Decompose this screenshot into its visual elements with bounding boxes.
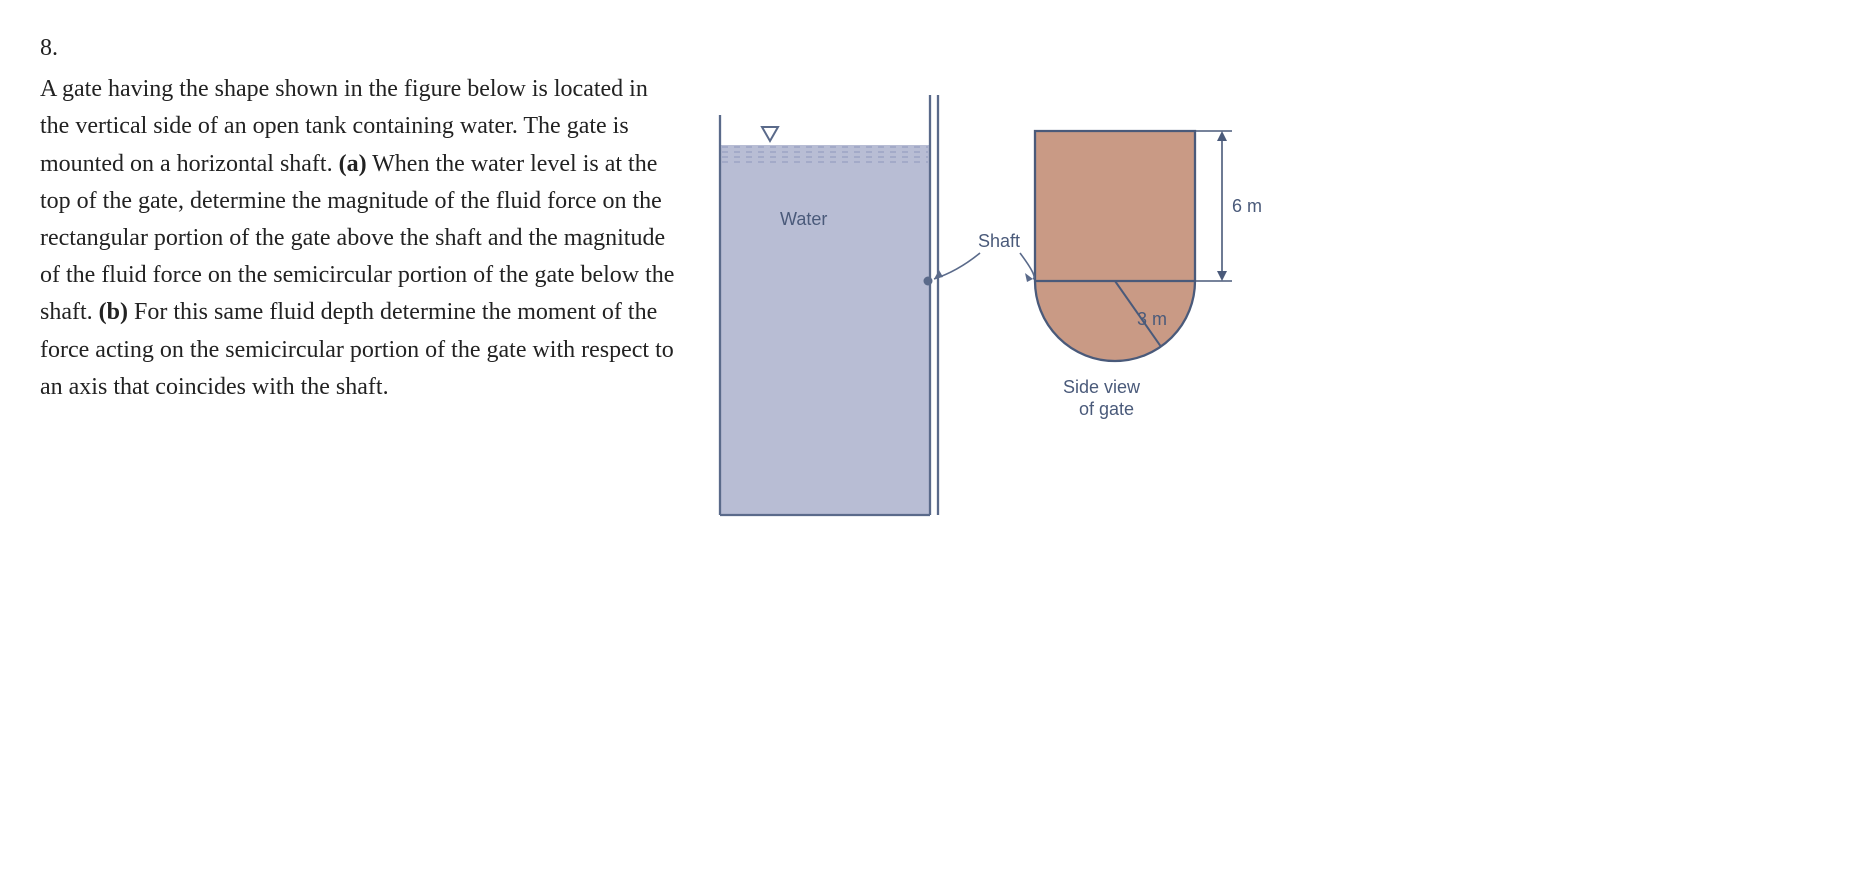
svg-text:6 m: 6 m <box>1232 196 1262 216</box>
svg-text:3 m: 3 m <box>1137 309 1167 329</box>
svg-text:Shaft: Shaft <box>978 231 1020 251</box>
problem-text-column: 8. A gate having the shape shown in the … <box>40 30 680 406</box>
problem-number: 8. <box>40 30 680 67</box>
part-a-label: (a) <box>339 151 367 177</box>
figure-column: Water Shaft 3 m Side viewof gate 6 m <box>710 30 1270 532</box>
svg-text:Side view: Side view <box>1063 377 1141 397</box>
problem-part3: For this same fluid depth determine the … <box>40 299 674 399</box>
svg-text:Water: Water <box>780 209 827 229</box>
figure-diagram: Water Shaft 3 m Side viewof gate 6 m <box>710 85 1270 525</box>
problem-body: A gate having the shape shown in the fig… <box>40 71 680 406</box>
part-b-label: (b) <box>99 299 128 325</box>
svg-text:of gate: of gate <box>1079 399 1134 419</box>
